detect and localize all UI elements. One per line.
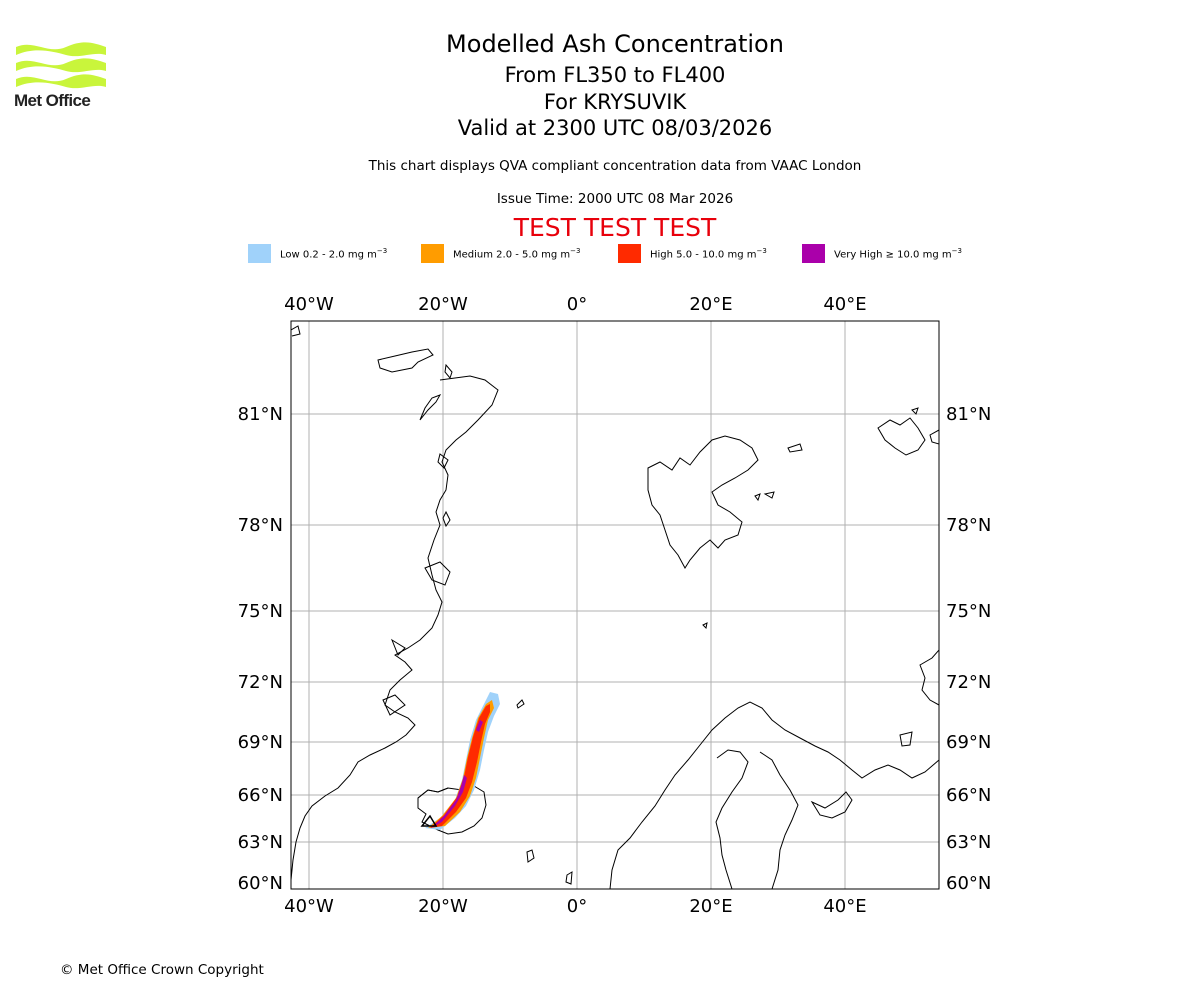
lat-label-right-66n: 66°N — [946, 785, 991, 806]
lat-label-right-69n: 69°N — [946, 732, 991, 753]
ash-very-high-region — [431, 775, 467, 828]
lon-label-bottom-20e: 20°E — [689, 896, 732, 917]
legend-swatch-medium — [421, 244, 444, 263]
legend-unit-exponent: −3 — [951, 247, 962, 255]
lat-label-left-60n: 60°N — [238, 873, 283, 894]
lon-label-top-20w: 20°W — [418, 294, 468, 315]
ash-very-high-streak — [476, 720, 483, 732]
lon-label-bottom-0: 0° — [567, 896, 587, 917]
legend-label-low: Low 0.2 - 2.0 mg m — [280, 249, 377, 261]
lat-label-right-75n: 75°N — [946, 601, 991, 622]
lon-label-bottom-40e: 40°E — [823, 896, 866, 917]
legend-unit-exponent: −3 — [570, 247, 581, 255]
legend-label-high: High 5.0 - 10.0 mg m — [650, 249, 757, 261]
test-banner: TEST TEST TEST — [513, 213, 717, 242]
lat-label-left-69n: 69°N — [238, 732, 283, 753]
lat-label-right-81n: 81°N — [946, 404, 991, 425]
lat-label-right-78n: 78°N — [946, 515, 991, 536]
valid-time: Valid at 2300 UTC 08/03/2026 — [457, 116, 773, 140]
lon-label-top-40w: 40°W — [284, 294, 334, 315]
chart-title: Modelled Ash Concentration — [446, 30, 784, 58]
lon-label-top-40e: 40°E — [823, 294, 866, 315]
legend-label-medium: Medium 2.0 - 5.0 mg m — [453, 249, 571, 261]
map-frame — [290, 320, 940, 890]
ash-plume — [425, 692, 500, 830]
coastlines — [291, 325, 939, 889]
lat-label-left-72n: 72°N — [238, 672, 283, 693]
lat-label-left-75n: 75°N — [238, 601, 283, 622]
lat-label-left-63n: 63°N — [238, 832, 283, 853]
lon-label-bottom-40w: 40°W — [284, 896, 334, 917]
logo-text: Met Office — [14, 91, 91, 110]
lon-label-top-0: 0° — [567, 294, 587, 315]
krysuvik-marker — [420, 814, 438, 827]
legend-unit-exponent: −3 — [376, 247, 388, 255]
lat-label-right-63n: 63°N — [946, 832, 991, 853]
lon-label-top-20e: 20°E — [689, 294, 732, 315]
qva-note: This chart displays QVA compliant concen… — [368, 158, 862, 174]
lat-label-left-81n: 81°N — [238, 404, 283, 425]
legend-unit-exponent: −3 — [756, 247, 767, 255]
lat-label-left-78n: 78°N — [238, 515, 283, 536]
lat-label-right-60n: 60°N — [946, 873, 991, 894]
legend-label-very-high: Very High ≥ 10.0 mg m — [834, 249, 952, 261]
legend-swatch-high — [618, 244, 641, 263]
lon-label-bottom-20w: 20°W — [418, 896, 468, 917]
lat-label-right-72n: 72°N — [946, 672, 991, 693]
volcano-name: For KRYSUVIK — [543, 90, 687, 114]
copyright-footer: © Met Office Crown Copyright — [60, 962, 264, 978]
ash-high-region — [430, 704, 490, 828]
issue-time: Issue Time: 2000 UTC 08 Mar 2026 — [496, 191, 734, 207]
legend-swatch-very-high — [802, 244, 825, 263]
met-office-logo — [16, 42, 106, 89]
flight-level-range: From FL350 to FL400 — [504, 63, 726, 87]
iceland-coast — [417, 787, 449, 799]
legend-swatch-low — [248, 244, 271, 263]
lat-label-left-66n: 66°N — [238, 785, 283, 806]
map-grid — [291, 321, 939, 889]
